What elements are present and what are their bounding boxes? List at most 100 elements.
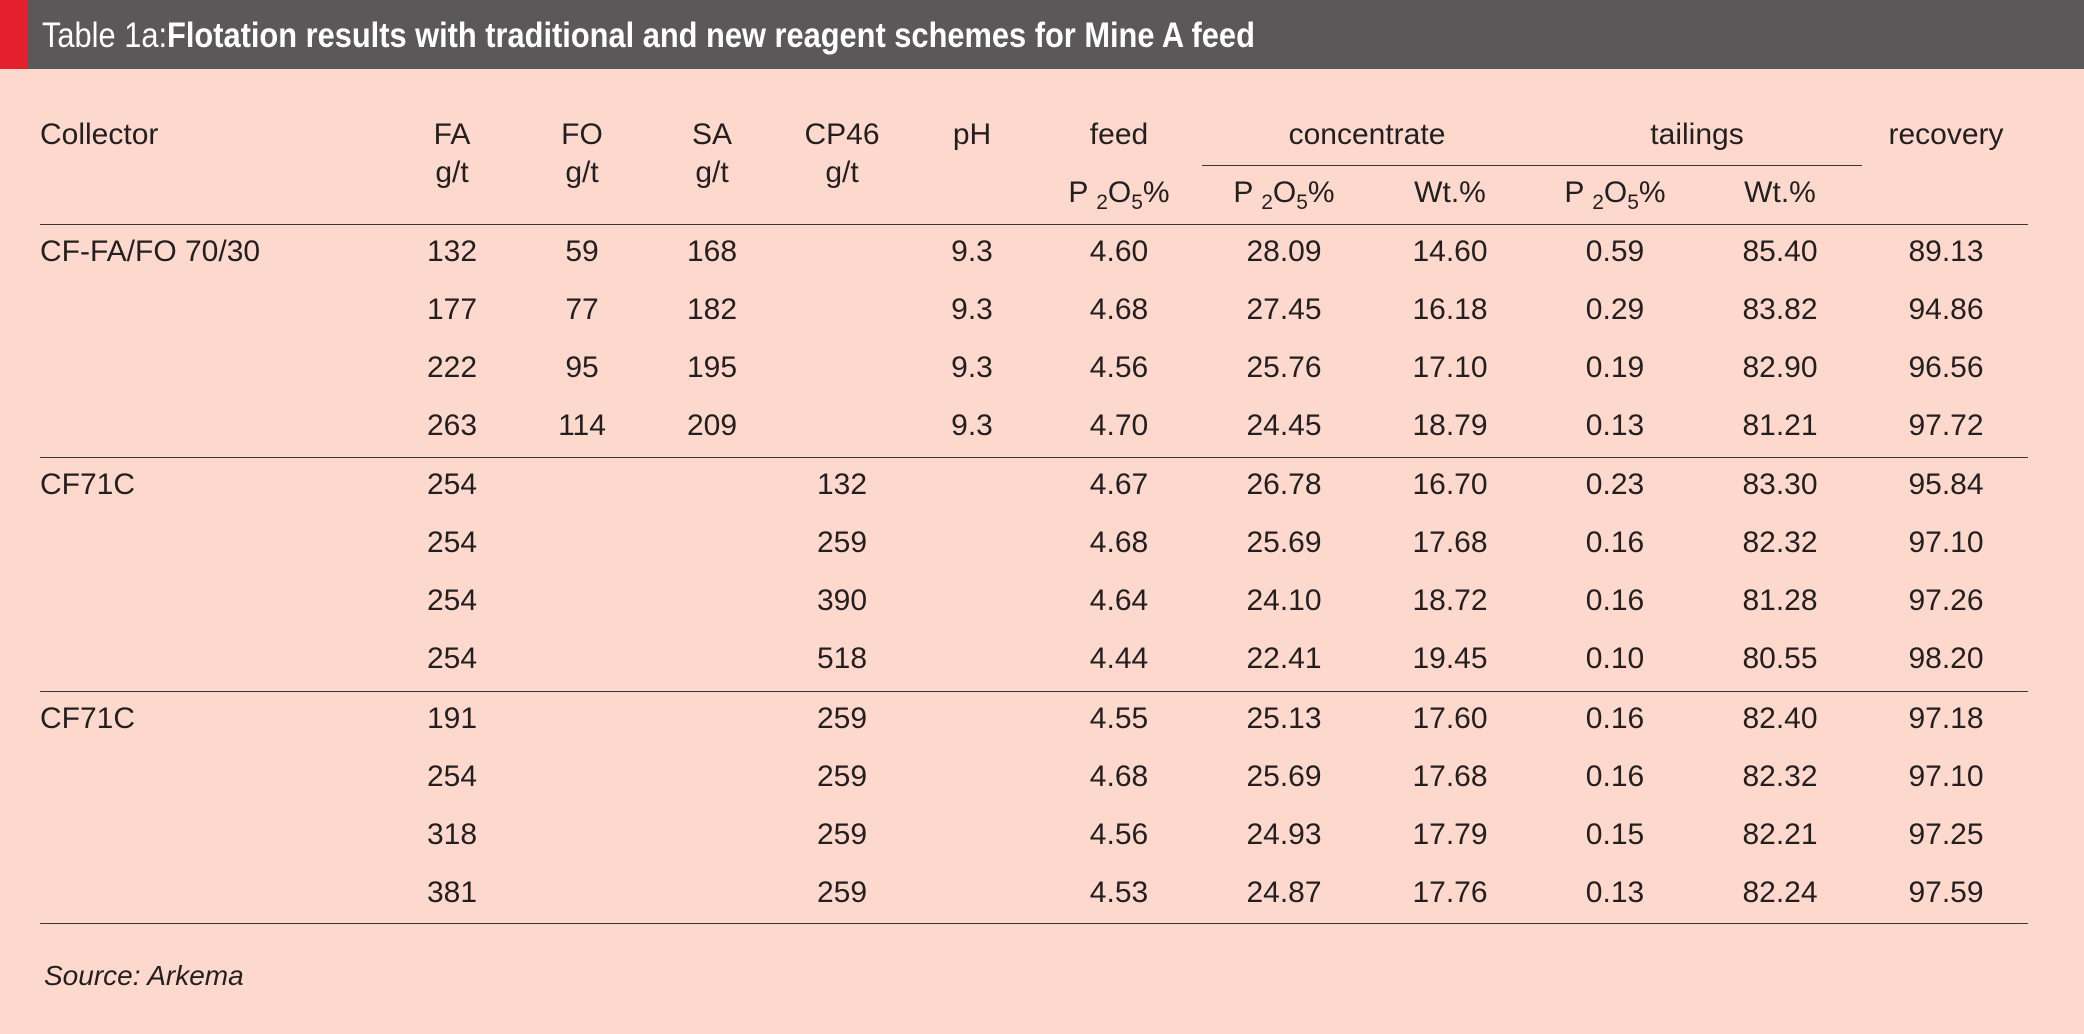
cell-feed: 4.55 [1089, 702, 1149, 735]
cell-cp46: 259 [816, 876, 868, 909]
cell-conc-p2o5: 24.45 [1246, 409, 1322, 442]
cell-fa: 254 [426, 468, 478, 501]
cell-feed: 4.64 [1089, 584, 1149, 617]
cell-conc-p2o5: 25.69 [1246, 760, 1322, 793]
header-conc-p2o5-o: O [1272, 176, 1297, 209]
header-collector: Collector [40, 118, 159, 151]
cell-recovery: 97.10 [1908, 760, 1984, 793]
cell-conc-p2o5: 25.76 [1246, 351, 1322, 384]
cell-recovery: 97.26 [1908, 584, 1984, 617]
header-concentrate: concentrate [1288, 118, 1446, 151]
header-feed-p2o5-sub5: 5 [1131, 191, 1143, 214]
cell-conc-p2o5: 25.69 [1246, 526, 1322, 559]
cell-fa: 254 [426, 584, 478, 617]
header-conc-p2o5-pct: % [1307, 176, 1335, 209]
cell-tail-wt: 82.32 [1742, 760, 1818, 793]
header-tail-p2o5-sub5: 5 [1627, 191, 1639, 214]
cell-tail-wt: 82.32 [1742, 526, 1818, 559]
cell-conc-wt: 17.79 [1412, 818, 1488, 851]
cell-cp46: 259 [816, 526, 868, 559]
cell-ph: 9.3 [951, 409, 993, 442]
cell-tail-p2o5: 0.59 [1585, 235, 1645, 268]
cell-sa: 209 [686, 409, 738, 442]
cell-fa: 132 [426, 235, 478, 268]
cell-tail-wt: 81.21 [1742, 409, 1818, 442]
cell-tail-p2o5: 0.13 [1585, 409, 1645, 442]
cell-ph: 9.3 [951, 351, 993, 384]
cell-recovery: 94.86 [1908, 293, 1984, 326]
cell-recovery: 97.25 [1908, 818, 1984, 851]
cell-fa: 254 [426, 642, 478, 675]
table-bottom-rule [40, 923, 2028, 924]
cell-fa: 263 [426, 409, 478, 442]
cell-recovery: 89.13 [1908, 235, 1984, 268]
group-collector: CF71C [40, 468, 136, 501]
cell-recovery: 96.56 [1908, 351, 1984, 384]
cell-tail-wt: 85.40 [1742, 235, 1818, 268]
cell-ph: 9.3 [951, 293, 993, 326]
cell-feed: 4.56 [1089, 351, 1149, 384]
header-tail-p2o5-sub2: 2 [1592, 191, 1604, 214]
header-tail-p2o5-pct: % [1638, 176, 1666, 209]
cell-tail-p2o5: 0.13 [1585, 876, 1645, 909]
title-accent-bar [0, 0, 28, 69]
cell-conc-wt: 16.70 [1412, 468, 1488, 501]
cell-cp46: 259 [816, 818, 868, 851]
cell-fa: 254 [426, 526, 478, 559]
cell-feed: 4.53 [1089, 876, 1149, 909]
header-feed-p2o5-o: O [1107, 176, 1132, 209]
cell-tail-wt: 82.90 [1742, 351, 1818, 384]
cell-tail-wt: 81.28 [1742, 584, 1818, 617]
cell-conc-wt: 18.79 [1412, 409, 1488, 442]
cell-conc-wt: 19.45 [1412, 642, 1488, 675]
cell-tail-p2o5: 0.16 [1585, 760, 1645, 793]
header-ph: pH [952, 118, 992, 151]
cell-fo: 77 [565, 293, 599, 326]
cell-recovery: 97.59 [1908, 876, 1984, 909]
cell-tail-p2o5: 0.16 [1585, 584, 1645, 617]
cell-cp46: 390 [816, 584, 868, 617]
cell-recovery: 97.10 [1908, 526, 1984, 559]
cell-fo: 59 [565, 235, 599, 268]
table-title: Table 1a:Flotation results with traditio… [42, 0, 1255, 69]
header-sa-unit: g/t [695, 156, 729, 189]
cell-conc-wt: 17.76 [1412, 876, 1488, 909]
cell-feed: 4.68 [1089, 293, 1149, 326]
header-conc-p2o5: P 2O5% [1233, 176, 1335, 214]
cell-sa: 182 [686, 293, 738, 326]
cell-tail-wt: 82.21 [1742, 818, 1818, 851]
cell-fo: 95 [565, 351, 599, 384]
cell-conc-wt: 17.60 [1412, 702, 1488, 735]
header-conc-p2o5-sub5: 5 [1296, 191, 1308, 214]
header-fo-unit: g/t [565, 156, 599, 189]
cell-tail-p2o5: 0.10 [1585, 642, 1645, 675]
header-span-rule [1202, 165, 1862, 166]
header-feed-p2o5-sub2: 2 [1096, 191, 1108, 214]
header-tail-p2o5-o: O [1603, 176, 1628, 209]
cell-fa: 191 [426, 702, 478, 735]
header-cp46-unit: g/t [825, 156, 859, 189]
cell-tail-p2o5: 0.19 [1585, 351, 1645, 384]
cell-feed: 4.68 [1089, 526, 1149, 559]
cell-conc-wt: 18.72 [1412, 584, 1488, 617]
cell-conc-p2o5: 22.41 [1246, 642, 1322, 675]
header-tail-p2o5: P 2O5% [1564, 176, 1666, 214]
header-feed-p2o5: P 2O5% [1068, 176, 1170, 214]
cell-conc-wt: 14.60 [1412, 235, 1488, 268]
header-feed: feed [1089, 118, 1149, 151]
cell-feed: 4.44 [1089, 642, 1149, 675]
group-divider-2 [40, 691, 2028, 692]
cell-tail-p2o5: 0.23 [1585, 468, 1645, 501]
header-sa: SA [691, 118, 733, 151]
header-feed-p2o5-pct: % [1142, 176, 1170, 209]
cell-feed: 4.60 [1089, 235, 1149, 268]
cell-conc-wt: 17.68 [1412, 526, 1488, 559]
header-fo: FO [561, 118, 603, 151]
cell-feed: 4.56 [1089, 818, 1149, 851]
cell-tail-p2o5: 0.16 [1585, 526, 1645, 559]
header-cp46: CP46 [804, 118, 880, 151]
title-bar: Table 1a:Flotation results with traditio… [0, 0, 2084, 69]
cell-recovery: 97.18 [1908, 702, 1984, 735]
header-bottom-rule [40, 224, 2028, 225]
cell-ph: 9.3 [951, 235, 993, 268]
